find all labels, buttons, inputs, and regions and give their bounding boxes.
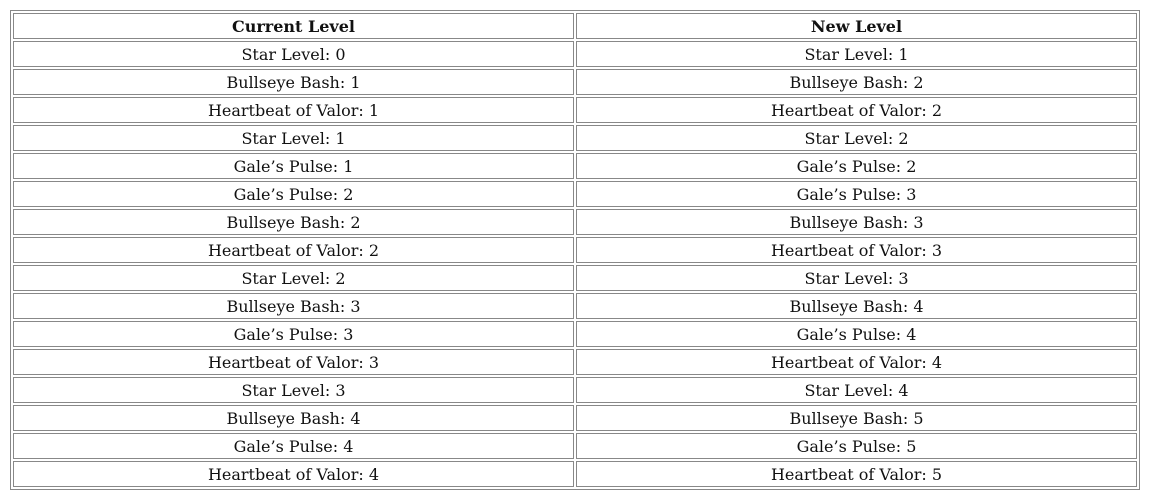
header-new-level: New Level xyxy=(576,13,1137,39)
new-level-cell: Star Level: 2 xyxy=(576,125,1137,151)
current-level-cell: Heartbeat of Valor: 1 xyxy=(13,97,574,123)
new-level-cell: Star Level: 4 xyxy=(576,377,1137,403)
table-row: Heartbeat of Valor: 2 Heartbeat of Valor:… xyxy=(13,237,1137,263)
current-level-cell: Bullseye Bash: 2 xyxy=(13,209,574,235)
table-row: Star Level: 3 Star Level: 4 xyxy=(13,377,1137,403)
header-current-level: Current Level xyxy=(13,13,574,39)
new-level-cell: Heartbeat of Valor: 2 xyxy=(576,97,1137,123)
table-row: Heartbeat of Valor: 3 Heartbeat of Valor:… xyxy=(13,349,1137,375)
new-level-cell: Heartbeat of Valor: 5 xyxy=(576,461,1137,487)
new-level-cell: Bullseye Bash: 4 xyxy=(576,293,1137,319)
new-level-cell: Heartbeat of Valor: 3 xyxy=(576,237,1137,263)
header-row: Current Level New Level xyxy=(13,13,1137,39)
new-level-cell: Star Level: 3 xyxy=(576,265,1137,291)
current-level-cell: Gale’s Pulse: 1 xyxy=(13,153,574,179)
new-level-cell: Bullseye Bash: 3 xyxy=(576,209,1137,235)
current-level-cell: Heartbeat of Valor: 3 xyxy=(13,349,574,375)
table-row: Bullseye Bash: 4 Bullseye Bash: 5 xyxy=(13,405,1137,431)
new-level-cell: Gale’s Pulse: 3 xyxy=(576,181,1137,207)
current-level-cell: Star Level: 1 xyxy=(13,125,574,151)
current-level-cell: Star Level: 3 xyxy=(13,377,574,403)
table-row: Gale’s Pulse: 4 Gale’s Pulse: 5 xyxy=(13,433,1137,459)
table-row: Heartbeat of Valor: 1 Heartbeat of Valor:… xyxy=(13,97,1137,123)
new-level-cell: Bullseye Bash: 2 xyxy=(576,69,1137,95)
new-level-cell: Star Level: 1 xyxy=(576,41,1137,67)
new-level-cell: Heartbeat of Valor: 4 xyxy=(576,349,1137,375)
table-row: Gale’s Pulse: 1 Gale’s Pulse: 2 xyxy=(13,153,1137,179)
table-row: Heartbeat of Valor: 4 Heartbeat of Valor:… xyxy=(13,461,1137,487)
current-level-cell: Bullseye Bash: 4 xyxy=(13,405,574,431)
table-row: Star Level: 1 Star Level: 2 xyxy=(13,125,1137,151)
current-level-cell: Gale’s Pulse: 3 xyxy=(13,321,574,347)
current-level-cell: Heartbeat of Valor: 2 xyxy=(13,237,574,263)
new-level-cell: Bullseye Bash: 5 xyxy=(576,405,1137,431)
table-row: Gale’s Pulse: 3 Gale’s Pulse: 4 xyxy=(13,321,1137,347)
table-row: Bullseye Bash: 1 Bullseye Bash: 2 xyxy=(13,69,1137,95)
current-level-cell: Gale’s Pulse: 2 xyxy=(13,181,574,207)
table-row: Star Level: 0 Star Level: 1 xyxy=(13,41,1137,67)
current-level-cell: Bullseye Bash: 1 xyxy=(13,69,574,95)
table-row: Bullseye Bash: 3 Bullseye Bash: 4 xyxy=(13,293,1137,319)
new-level-cell: Gale’s Pulse: 4 xyxy=(576,321,1137,347)
new-level-cell: Gale’s Pulse: 5 xyxy=(576,433,1137,459)
new-level-cell: Gale’s Pulse: 2 xyxy=(576,153,1137,179)
current-level-cell: Bullseye Bash: 3 xyxy=(13,293,574,319)
table-row: Bullseye Bash: 2 Bullseye Bash: 3 xyxy=(13,209,1137,235)
current-level-cell: Gale’s Pulse: 4 xyxy=(13,433,574,459)
current-level-cell: Star Level: 0 xyxy=(13,41,574,67)
level-table: Current Level New Level Star Level: 0 Sta… xyxy=(10,10,1140,490)
table-row: Star Level: 2 Star Level: 3 xyxy=(13,265,1137,291)
table-row: Gale’s Pulse: 2 Gale’s Pulse: 3 xyxy=(13,181,1137,207)
current-level-cell: Star Level: 2 xyxy=(13,265,574,291)
current-level-cell: Heartbeat of Valor: 4 xyxy=(13,461,574,487)
